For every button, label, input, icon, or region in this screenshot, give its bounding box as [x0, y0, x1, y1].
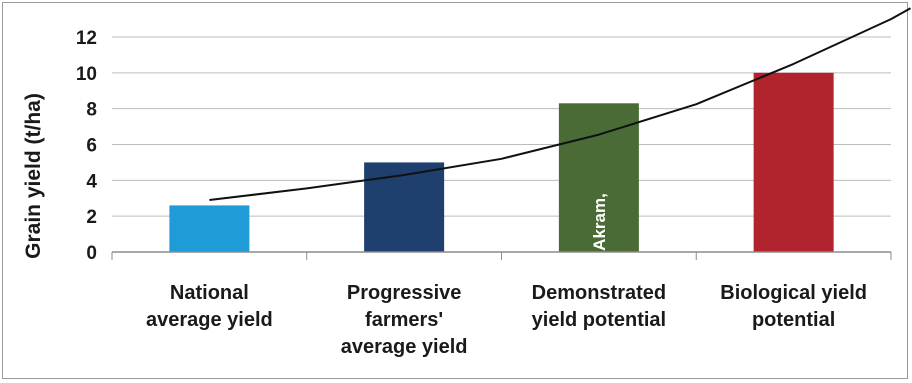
y-tick-label: 12 [76, 28, 97, 49]
bar [558, 103, 639, 253]
y-tick-label: 6 [86, 136, 97, 157]
bar [169, 205, 250, 252]
y-axis-label: Grain yield (t/ha) [22, 93, 45, 259]
trend-line [209, 7, 911, 201]
x-category-label: Demonstrated yield potential [532, 282, 666, 331]
x-category-label: Biological yield potential [720, 282, 867, 331]
bar [364, 162, 445, 252]
x-category-label: National average yield [146, 282, 273, 331]
y-tick-label: 10 [76, 64, 97, 85]
x-category-label: Progressive farmers' average yield [341, 282, 468, 358]
y-tick-label: 2 [86, 207, 97, 228]
bar [753, 72, 834, 252]
bar-annotation: Akram, [590, 193, 609, 251]
y-tick-label: 4 [86, 171, 97, 192]
y-tick-label: 0 [86, 243, 97, 264]
y-tick-label: 8 [86, 100, 97, 121]
